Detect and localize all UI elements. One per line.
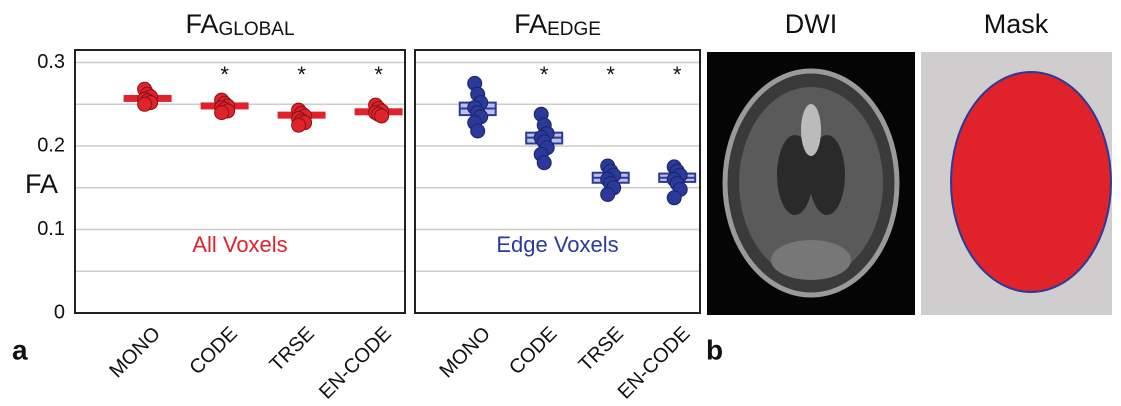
data-point [537, 156, 551, 170]
data-point [601, 187, 615, 201]
data-point [292, 118, 306, 132]
data-point [667, 191, 681, 205]
y-tick-label: 0 [54, 301, 65, 323]
significance-marker: * [673, 62, 682, 87]
data-point [215, 106, 229, 120]
x-tick-label: CODE [185, 323, 241, 379]
mask-image [921, 52, 1112, 315]
chart-title: FAGLOBAL [185, 9, 294, 40]
dwi-image [707, 52, 915, 315]
annotation: Edge Voxels [496, 232, 618, 257]
significance-marker: * [220, 62, 229, 87]
panel-label: a [12, 334, 28, 365]
image-title: Mask [984, 9, 1049, 39]
x-tick-label: EN-CODE [315, 323, 396, 404]
plot-frame [75, 50, 405, 313]
title-subscript: EDGE [547, 19, 601, 40]
title-main: FA [185, 9, 218, 39]
x-tick-label: TRSE [575, 323, 628, 376]
plot-frame [415, 50, 700, 313]
significance-marker: * [297, 62, 306, 87]
y-axis-label: FA [25, 169, 58, 199]
title-main: FA [514, 9, 547, 39]
y-tick-label: 0.2 [37, 134, 65, 156]
annotation: All Voxels [192, 232, 287, 257]
figure: FA a b DWI Mask FAGLOBAL00.10.20.3All Vo… [0, 0, 1121, 406]
x-tick-label: MONO [105, 323, 165, 383]
data-point [138, 97, 152, 111]
x-tick-label: CODE [505, 323, 561, 379]
data-point [471, 124, 485, 138]
y-tick-label: 0.1 [37, 218, 65, 240]
y-tick-label: 0.3 [37, 51, 65, 73]
x-tick-label: MONO [435, 323, 495, 383]
significance-marker: * [540, 62, 549, 87]
significance-marker: * [606, 62, 615, 87]
panel-label: b [706, 334, 723, 365]
x-tick-label: EN-CODE [614, 323, 695, 404]
significance-marker: * [374, 62, 383, 87]
chart-title: FAEDGE [514, 9, 601, 40]
title-subscript: GLOBAL [218, 19, 294, 40]
image-title: DWI [785, 9, 837, 39]
data-point [375, 109, 389, 123]
x-tick-label: TRSE [266, 323, 319, 376]
